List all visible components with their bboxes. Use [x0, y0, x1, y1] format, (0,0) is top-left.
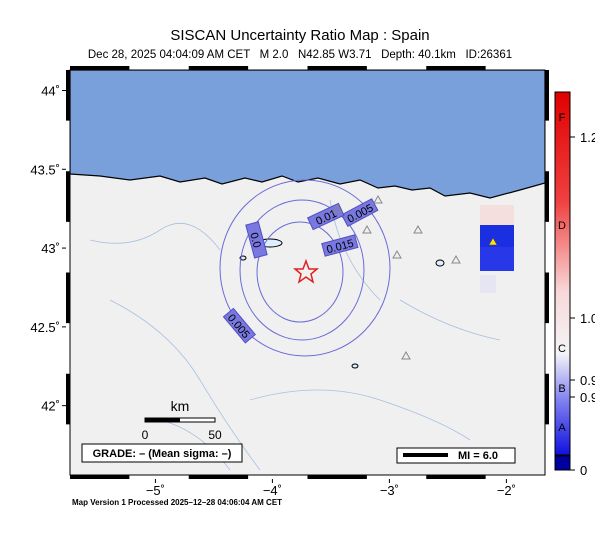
sea [70, 70, 545, 199]
frame-segment [545, 373, 549, 425]
lon-label: −3˚ [380, 483, 399, 498]
frame-segment [66, 70, 70, 121]
frame-segment [426, 475, 486, 479]
colorbar-grade: C [558, 343, 566, 355]
colorbar-grade: F [559, 112, 566, 124]
mi-box [396, 447, 516, 464]
lon-label: −4˚ [263, 483, 282, 498]
frame-segment [545, 70, 549, 121]
stations [332, 194, 461, 360]
grade-box [81, 443, 243, 463]
frame-segment [70, 475, 130, 479]
contour-label-box [222, 307, 256, 344]
frame-segment [66, 171, 70, 222]
lat-label: 44˚ [41, 83, 60, 98]
contour-label-text: 0.0 [247, 231, 263, 249]
contour-label-box [245, 221, 268, 259]
contour-label-box [306, 202, 345, 231]
colorbar-label: 1.2 [580, 130, 595, 145]
colorbar-label: 1.0 [580, 311, 595, 326]
subtitle: Dec 28, 2025 04:04:09 AM CET M 2.0 N42.8… [88, 49, 512, 61]
colorbar-grade: A [558, 422, 566, 434]
lon-label: −2˚ [497, 483, 516, 498]
scale-bar: km 0 50 [142, 398, 222, 442]
colorbar [554, 91, 571, 456]
lat-label: 42.5˚ [30, 320, 60, 335]
scale-start: 0 [142, 428, 149, 442]
footer: Map Version 1 Processed 2025–12–28 04:06… [72, 498, 282, 507]
lat-label: 43˚ [41, 241, 60, 256]
scale-end: 50 [208, 428, 222, 442]
frame-segment [70, 66, 130, 70]
colorbar-label: 0.9 [580, 373, 595, 388]
lat-label: 43.5˚ [30, 162, 60, 177]
colorbar-label: 0 [580, 463, 587, 478]
frame-segment [188, 66, 249, 70]
station-active [488, 237, 498, 246]
frame-segment [307, 475, 367, 479]
contour-label-box [341, 198, 379, 227]
frame-segment [545, 171, 549, 222]
frame-segment [188, 475, 249, 479]
colorbar-label: 0.9 [580, 390, 595, 405]
contours [219, 179, 391, 357]
colorbar-grade: B [558, 383, 565, 395]
epicenter [292, 258, 320, 284]
grade: GRADE: – (Mean sigma: –) [93, 448, 232, 460]
lat-label: 42˚ [41, 399, 60, 414]
colorbar-grade: D [558, 220, 566, 232]
rivers [89, 199, 501, 471]
lon-label: −5˚ [146, 483, 165, 498]
frame-segment [307, 66, 367, 70]
title: SISCAN Uncertainty Ratio Map : Spain [170, 27, 429, 44]
contour-label: 0.0 [245, 221, 268, 259]
contour-label-box [321, 234, 359, 257]
colorbar-zero [554, 455, 571, 471]
frame-segment [545, 272, 549, 324]
frame-segment [426, 66, 486, 70]
frame-segment [66, 373, 70, 425]
uncertainty-cells [480, 205, 514, 293]
frame-segment [66, 272, 70, 324]
scale-unit: km [171, 398, 190, 414]
mi-label: MI = 6.0 [458, 450, 498, 462]
